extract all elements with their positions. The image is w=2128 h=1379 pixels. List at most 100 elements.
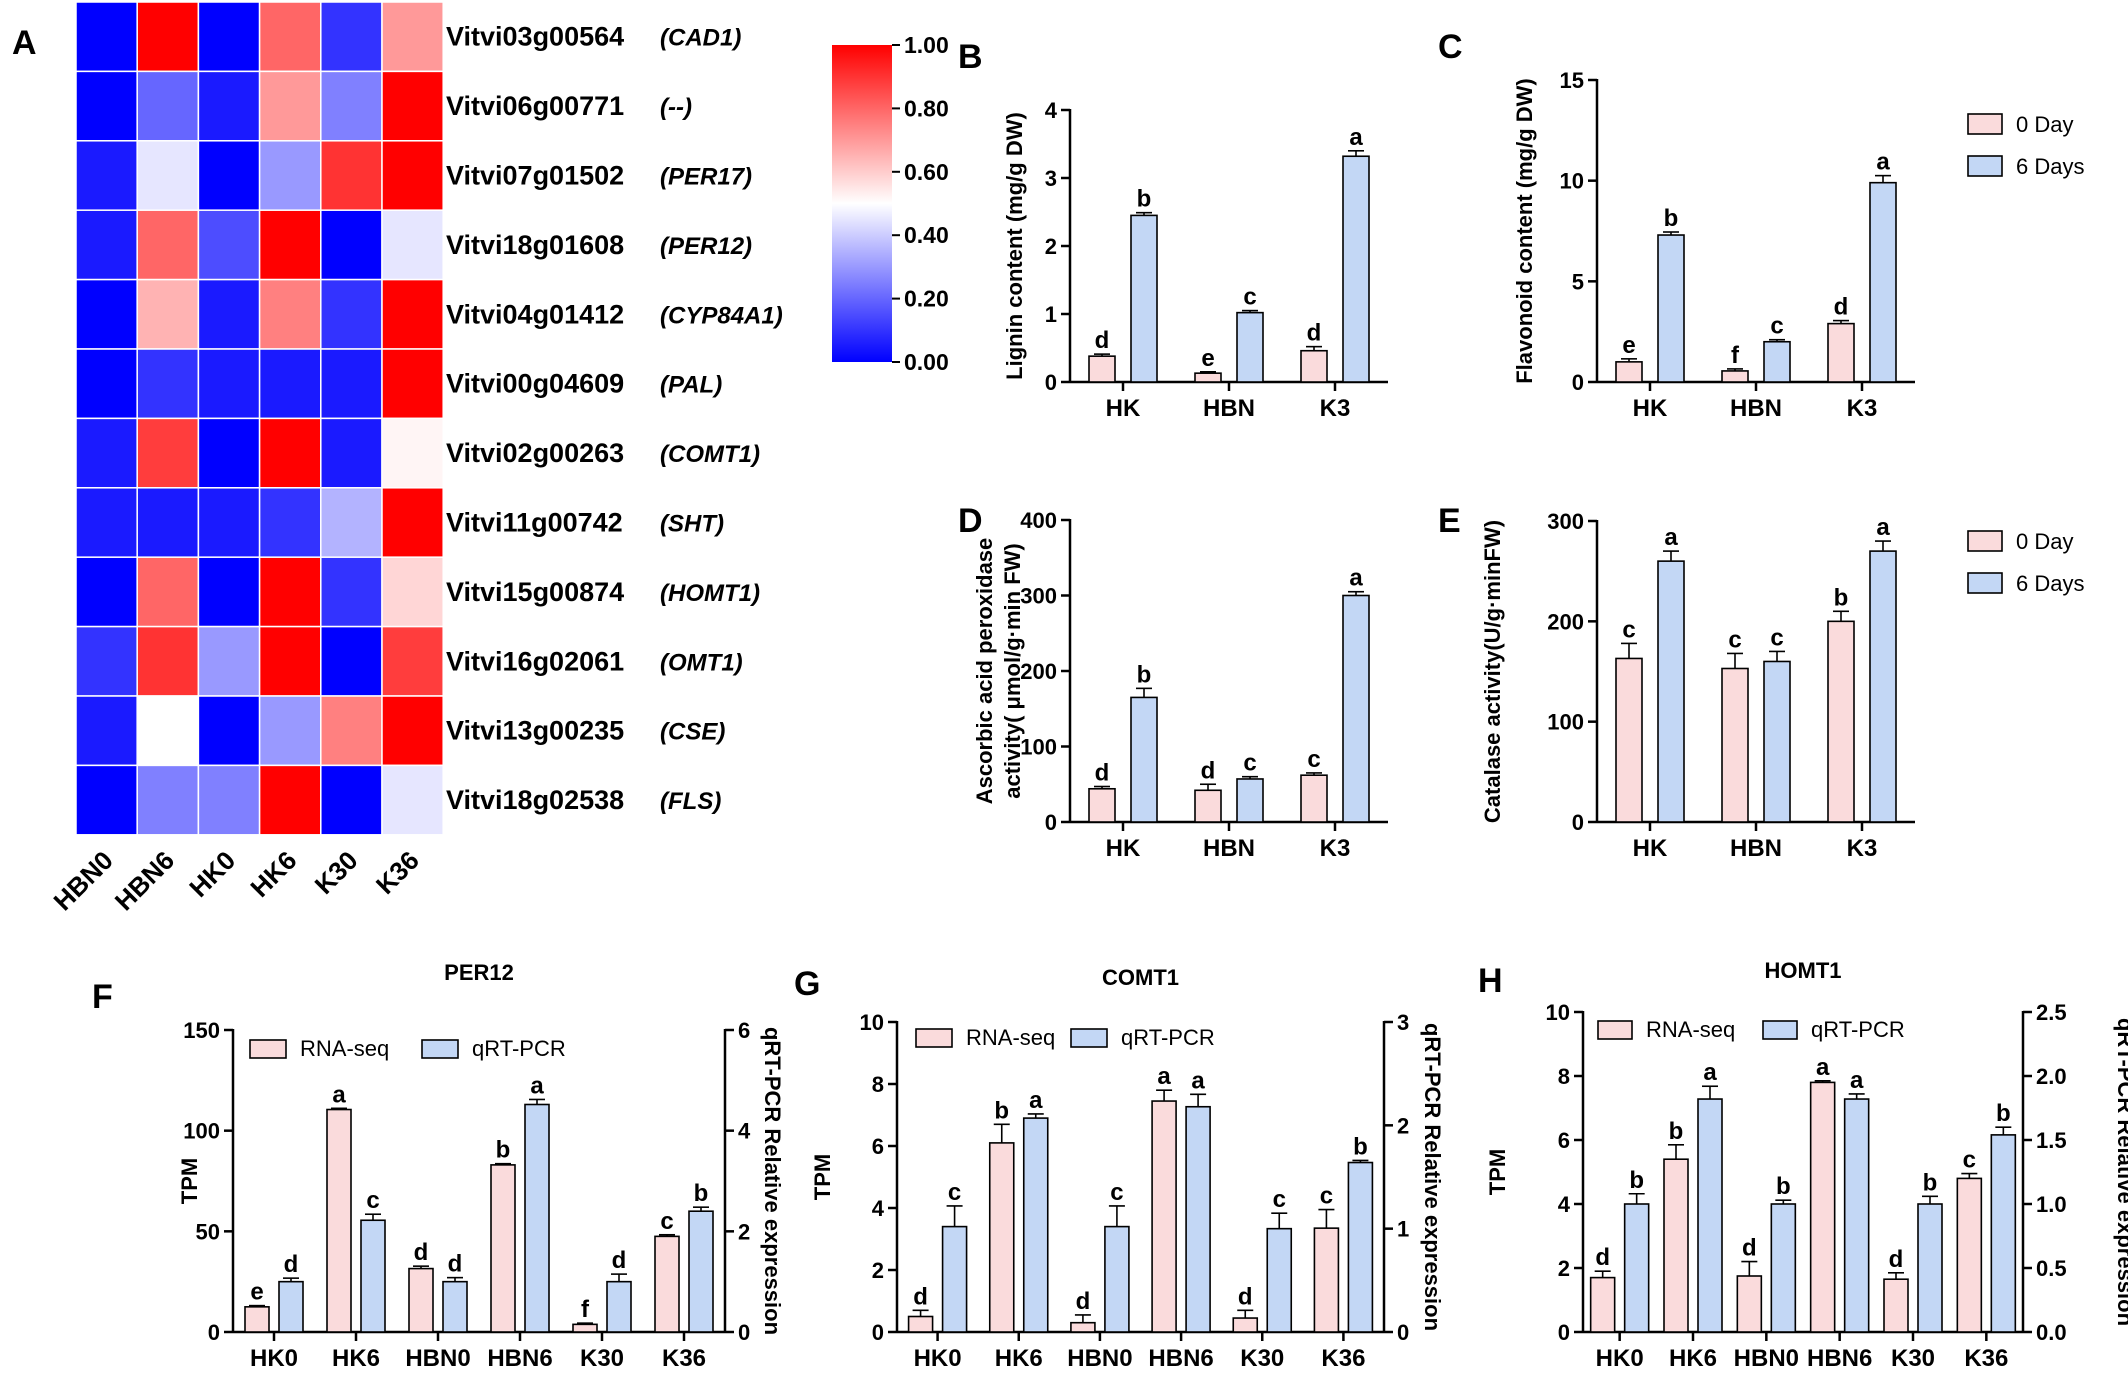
heatmap-cell — [136, 556, 200, 628]
heatmap-gene-label: Vitvi06g00771 — [446, 91, 624, 121]
significance-label: d — [1095, 760, 1110, 787]
significance-label: b — [994, 1097, 1009, 1124]
bar — [1883, 1278, 1909, 1333]
significance-label: c — [1320, 1183, 1333, 1210]
significance-label: a — [1029, 1087, 1043, 1114]
heatmap-column-label: K36 — [370, 845, 425, 900]
x-tick-label: HBN0 — [1734, 1345, 1799, 1372]
y-tick-label: 0 — [872, 1320, 884, 1345]
significance-label: a — [530, 1072, 544, 1099]
significance-label: b — [1137, 661, 1152, 688]
heatmap-cell — [320, 70, 383, 142]
bar — [606, 1280, 632, 1333]
heatmap-cell — [197, 487, 261, 558]
bar — [1300, 774, 1328, 823]
significance-label: a — [1876, 149, 1890, 176]
chart-title: PER12 — [444, 960, 514, 985]
heatmap-gene-label: Vitvi07g01502 — [446, 161, 624, 191]
heatmap-cell — [136, 625, 200, 697]
colorbar-tick-label: 0.00 — [904, 349, 949, 375]
heatmap-cell — [75, 348, 138, 420]
heatmap-cell — [258, 348, 322, 420]
y-axis-label-right: qRT-PCR Relative expression — [760, 1027, 785, 1335]
x-tick-label: HBN — [1203, 395, 1255, 422]
x-tick-label: HK0 — [250, 1345, 298, 1372]
y-tick-label-right: 0.0 — [2036, 1320, 2067, 1345]
significance-label: a — [1816, 1054, 1830, 1081]
heatmap-gene-label: Vitvi16g02061 — [446, 646, 624, 676]
heatmap-column-label: HBN6 — [109, 845, 180, 916]
significance-label: d — [284, 1251, 299, 1278]
legend-swatch — [1967, 530, 2003, 552]
legend-swatch — [1070, 1028, 1108, 1048]
bar — [1770, 1203, 1797, 1333]
colorbar — [832, 45, 892, 362]
heatmap-gene-annotation: (SHT) — [660, 511, 724, 538]
significance-label: b — [1834, 584, 1849, 611]
y-axis-label-right: qRT-PCR Relative expression — [2113, 1018, 2128, 1326]
y-tick-label-right: 3 — [1397, 1010, 1409, 1035]
bar — [1589, 1276, 1616, 1333]
heatmap-cell — [136, 1, 200, 73]
chart-title: HOMT1 — [1765, 958, 1842, 983]
chart-title: COMT1 — [1102, 965, 1179, 990]
heatmap-gene-annotation: (CSE) — [660, 719, 725, 746]
heatmap-gene-annotation: (COMT1) — [660, 441, 760, 468]
y-tick-label: 4 — [1045, 98, 1058, 123]
colorbar-tick-label: 0.60 — [904, 159, 949, 185]
panel-letter-c: C — [1438, 28, 1463, 66]
y-tick-label: 2 — [1045, 234, 1057, 259]
y-axis-label: activity( μmol/g·min FW) — [1000, 543, 1025, 798]
x-tick-label: HK — [1633, 835, 1668, 862]
significance-label: d — [1595, 1244, 1610, 1271]
y-tick-label: 0 — [1558, 1320, 1570, 1345]
significance-label: b — [496, 1137, 511, 1164]
legend-label: qRT-PCR — [1811, 1017, 1905, 1042]
x-tick-label: HK0 — [1596, 1345, 1644, 1372]
heatmap-cell — [381, 625, 444, 697]
bar — [1763, 660, 1791, 823]
significance-label: b — [1353, 1133, 1368, 1160]
x-tick-label: K36 — [662, 1345, 706, 1372]
bar — [1657, 234, 1685, 383]
bar — [1088, 787, 1116, 823]
y-tick-label-right: 1.5 — [2036, 1128, 2067, 1153]
heatmap-cell — [197, 1, 261, 73]
heatmap-cell — [136, 70, 200, 142]
significance-label: b — [694, 1180, 709, 1207]
bar — [326, 1108, 352, 1333]
significance-label: c — [1273, 1186, 1286, 1213]
significance-label: c — [948, 1179, 961, 1206]
significance-label: c — [660, 1208, 673, 1235]
bar — [1827, 322, 1855, 383]
bar — [1843, 1098, 1870, 1333]
legend-label: RNA-seq — [1646, 1017, 1735, 1042]
bar — [1194, 372, 1222, 383]
bar — [1300, 349, 1328, 383]
panel-letter-b: B — [958, 38, 983, 76]
heatmap-cell — [381, 417, 444, 489]
significance-label: d — [612, 1247, 627, 1274]
bar — [941, 1225, 968, 1333]
heatmap-cell — [75, 70, 138, 142]
significance-label: c — [366, 1187, 379, 1214]
x-tick-label: K3 — [1847, 835, 1878, 862]
heatmap-cell — [258, 1, 322, 73]
significance-label: c — [1110, 1179, 1123, 1206]
legend-label: qRT-PCR — [472, 1036, 566, 1061]
x-tick-label: HBN0 — [1067, 1345, 1132, 1372]
x-tick-label: HK — [1106, 395, 1141, 422]
significance-label: d — [1095, 327, 1110, 354]
heatmap-column-label: K30 — [309, 845, 364, 900]
bar — [1615, 361, 1643, 383]
heatmap-gene-annotation: (--) — [660, 94, 692, 121]
heatmap-cell — [320, 556, 383, 628]
significance-label: b — [1923, 1169, 1938, 1196]
y-tick-label-right: 6 — [738, 1018, 750, 1043]
heatmap-cell — [381, 556, 444, 628]
heatmap-cell — [258, 70, 322, 142]
y-tick-label: 0 — [1045, 810, 1057, 835]
x-tick-label: HK — [1633, 395, 1668, 422]
x-tick-label: K3 — [1320, 395, 1351, 422]
heatmap-column-label: HBN0 — [48, 845, 119, 916]
